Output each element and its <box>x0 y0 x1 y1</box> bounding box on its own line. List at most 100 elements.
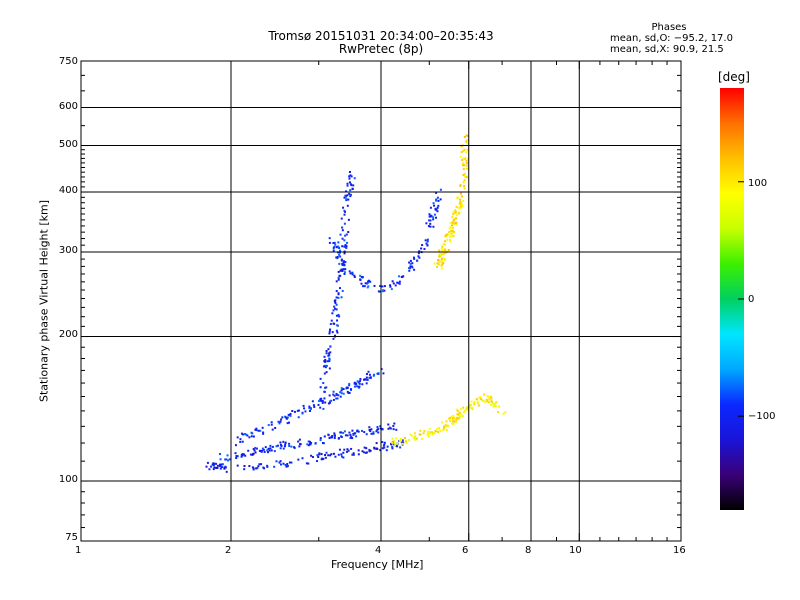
scatter-point <box>320 399 323 402</box>
scatter-point <box>344 234 347 237</box>
scatter-point <box>366 281 369 284</box>
scatter-point <box>332 246 335 249</box>
scatter-point <box>330 453 333 456</box>
scatter-point <box>296 409 299 412</box>
scatter-point <box>317 400 320 403</box>
scatter-point <box>346 448 349 451</box>
scatter-point <box>301 457 304 460</box>
scatter-point <box>327 402 330 405</box>
scatter-point <box>396 442 399 445</box>
scatter-point <box>234 444 237 447</box>
scatter-point <box>355 382 358 385</box>
scatter-point <box>319 406 322 409</box>
scatter-point <box>440 247 443 250</box>
scatter-point <box>337 314 340 317</box>
scatter-point <box>450 232 453 235</box>
scatter-point <box>318 453 321 456</box>
scatter-point <box>310 454 313 457</box>
scatter-point <box>367 285 370 288</box>
scatter-point <box>271 445 274 448</box>
scatter-point <box>325 352 328 355</box>
scatter-point <box>212 468 215 471</box>
scatter-point <box>359 278 362 281</box>
scatter-point <box>436 206 439 209</box>
scatter-point <box>336 397 339 400</box>
scatter-point <box>347 198 350 201</box>
scatter-point <box>361 383 364 386</box>
scatter-point <box>339 255 342 258</box>
scatter-point <box>247 449 250 452</box>
scatter-point <box>348 382 351 385</box>
scatter-point <box>448 231 451 234</box>
scatter-point <box>397 275 400 278</box>
scatter-point <box>433 213 436 216</box>
scatter-point <box>473 403 476 406</box>
y-tick-label: 600 <box>58 101 78 112</box>
scatter-point <box>376 426 379 429</box>
scatter-point <box>260 463 263 466</box>
scatter-point <box>342 456 345 459</box>
scatter-point <box>342 431 345 434</box>
colorbar-tick-label: 100 <box>748 178 768 189</box>
scatter-point <box>369 280 372 283</box>
scatter-point <box>277 420 280 423</box>
scatter-point <box>424 239 427 242</box>
scatter-point <box>438 249 441 252</box>
scatter-point <box>360 429 363 432</box>
scatter-point <box>270 423 273 426</box>
scatter-point <box>383 446 386 449</box>
scatter-point <box>220 463 223 466</box>
scatter-point <box>312 404 315 407</box>
scatter-point <box>323 397 326 400</box>
scatter-point <box>433 204 436 207</box>
scatter-point <box>339 233 342 236</box>
scatter-point <box>332 309 335 312</box>
chart-title: Tromsø 20151031 20:34:00–20:35:43 <box>268 29 494 43</box>
scatter-point <box>338 251 341 254</box>
scatter-point <box>241 440 244 443</box>
scatter-point <box>349 433 352 436</box>
scatter-point <box>457 414 460 417</box>
scatter-point <box>303 407 306 410</box>
scatter-point <box>325 386 328 389</box>
scatter-point <box>329 322 332 325</box>
scatter-point <box>328 436 331 439</box>
scatter-point <box>414 435 417 438</box>
scatter-point <box>353 276 356 279</box>
scatter-point <box>212 462 215 465</box>
scatter-point <box>460 203 463 206</box>
scatter-point <box>267 451 270 454</box>
scatter-point <box>489 395 492 398</box>
scatter-point <box>368 426 371 429</box>
scatter-point <box>368 448 371 451</box>
scatter-point <box>321 442 324 445</box>
scatter-point <box>290 445 293 448</box>
scatter-point <box>348 170 351 173</box>
scatter-point <box>291 409 294 412</box>
scatter-point <box>282 447 285 450</box>
scatter-point <box>446 238 449 241</box>
scatter-point <box>444 425 447 428</box>
scatter-point <box>253 449 256 452</box>
scatter-point <box>375 430 378 433</box>
scatter-point <box>448 416 451 419</box>
scatter-point <box>226 459 229 462</box>
scatter-point <box>333 394 336 397</box>
scatter-point <box>310 441 313 444</box>
scatter-point <box>462 157 465 160</box>
scatter-point <box>342 260 345 263</box>
scatter-point <box>481 399 484 402</box>
scatter-point <box>365 382 368 385</box>
scatter-point <box>324 366 327 369</box>
scatter-point <box>263 450 266 453</box>
scatter-point <box>322 381 325 384</box>
scatter-point <box>254 451 257 454</box>
scatter-point <box>425 222 428 225</box>
scatter-point <box>381 447 384 450</box>
scatter-point <box>309 442 312 445</box>
scatter-point <box>391 280 394 283</box>
scatter-point <box>343 213 346 216</box>
scatter-point <box>210 465 213 468</box>
scatter-point <box>409 259 412 262</box>
